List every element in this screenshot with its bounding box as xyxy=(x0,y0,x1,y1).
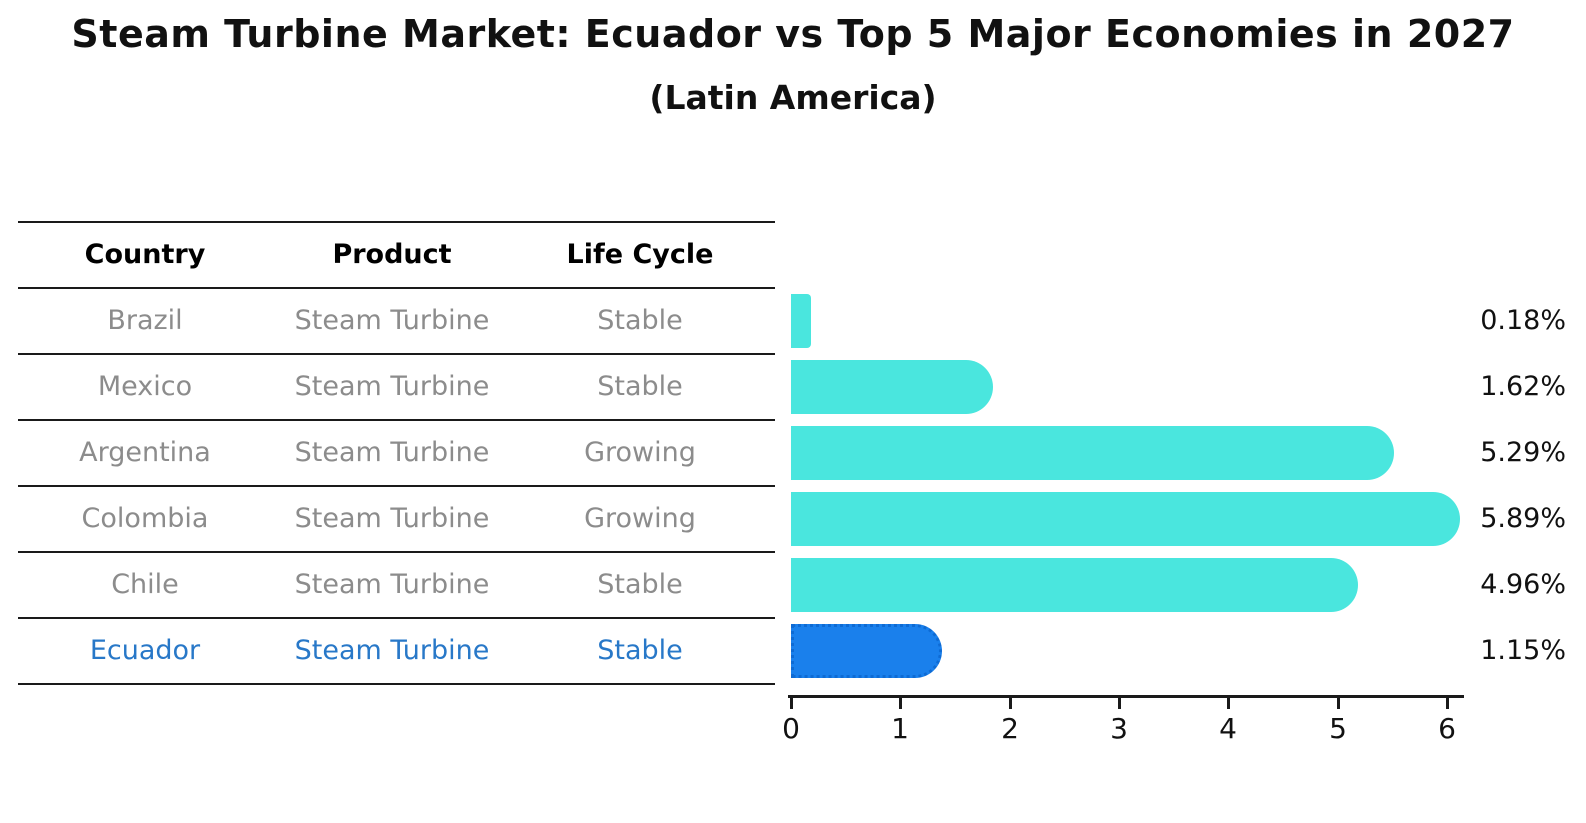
table-separator-line xyxy=(18,551,775,553)
bar xyxy=(791,294,811,348)
x-axis-tick-label: 4 xyxy=(1219,712,1237,745)
x-axis-tick-label: 3 xyxy=(1110,712,1128,745)
x-axis-tick-label: 0 xyxy=(782,712,800,745)
table-cell-country: Chile xyxy=(111,569,179,600)
table-cell-country: Argentina xyxy=(79,437,211,468)
value-label: 5.29% xyxy=(1480,437,1566,468)
x-axis-tick xyxy=(790,696,793,709)
table-separator-line xyxy=(18,221,775,223)
table-cell-product: Steam Turbine xyxy=(294,437,490,468)
table-cell-life_cycle: Stable xyxy=(597,305,683,336)
x-axis-tick xyxy=(899,696,902,709)
table-cell-country: Mexico xyxy=(97,371,193,402)
x-axis-tick xyxy=(1009,696,1012,709)
table-cell-product: Steam Turbine xyxy=(294,503,490,534)
chart-title: Steam Turbine Market: Ecuador vs Top 5 M… xyxy=(71,12,1515,56)
bar xyxy=(791,492,1460,546)
bar xyxy=(791,360,993,414)
table-separator-line xyxy=(18,287,775,289)
value-label: 1.15% xyxy=(1480,635,1566,666)
table-separator-line xyxy=(18,485,775,487)
table-cell-country: Ecuador xyxy=(89,635,201,666)
column-header-product: Product xyxy=(332,239,452,270)
x-axis-tick xyxy=(1446,696,1449,709)
x-axis-tick-label: 2 xyxy=(1001,712,1019,745)
table-cell-product: Steam Turbine xyxy=(294,635,490,666)
value-label: 5.89% xyxy=(1480,503,1566,534)
table-cell-product: Steam Turbine xyxy=(294,305,490,336)
value-label: 0.18% xyxy=(1480,305,1566,336)
x-axis-tick-label: 1 xyxy=(891,712,909,745)
x-axis-tick-label: 5 xyxy=(1329,712,1347,745)
x-axis-line xyxy=(788,695,1464,698)
chart-subtitle: (Latin America) xyxy=(649,78,937,117)
bar-highlight xyxy=(791,624,942,678)
column-header-lifecycle: Life Cycle xyxy=(566,239,714,270)
bar xyxy=(791,558,1358,612)
bar xyxy=(791,426,1394,480)
table-separator-line xyxy=(18,353,775,355)
table-separator-line xyxy=(18,617,775,619)
table-cell-life_cycle: Stable xyxy=(597,635,683,666)
value-label: 1.62% xyxy=(1480,371,1566,402)
table-separator-line xyxy=(18,419,775,421)
x-axis-tick-label: 6 xyxy=(1438,712,1456,745)
table-cell-life_cycle: Stable xyxy=(597,569,683,600)
table-cell-country: Brazil xyxy=(107,305,183,336)
table-cell-life_cycle: Growing xyxy=(584,503,696,534)
x-axis-tick xyxy=(1337,696,1340,709)
table-cell-life_cycle: Stable xyxy=(597,371,683,402)
table-cell-country: Colombia xyxy=(81,503,209,534)
table-cell-life_cycle: Growing xyxy=(584,437,696,468)
table-cell-product: Steam Turbine xyxy=(294,371,490,402)
x-axis-tick xyxy=(1227,696,1230,709)
column-header-country: Country xyxy=(84,239,206,270)
table-cell-product: Steam Turbine xyxy=(294,569,490,600)
value-label: 4.96% xyxy=(1480,569,1566,600)
x-axis-tick xyxy=(1118,696,1121,709)
table-separator-line xyxy=(18,683,775,685)
